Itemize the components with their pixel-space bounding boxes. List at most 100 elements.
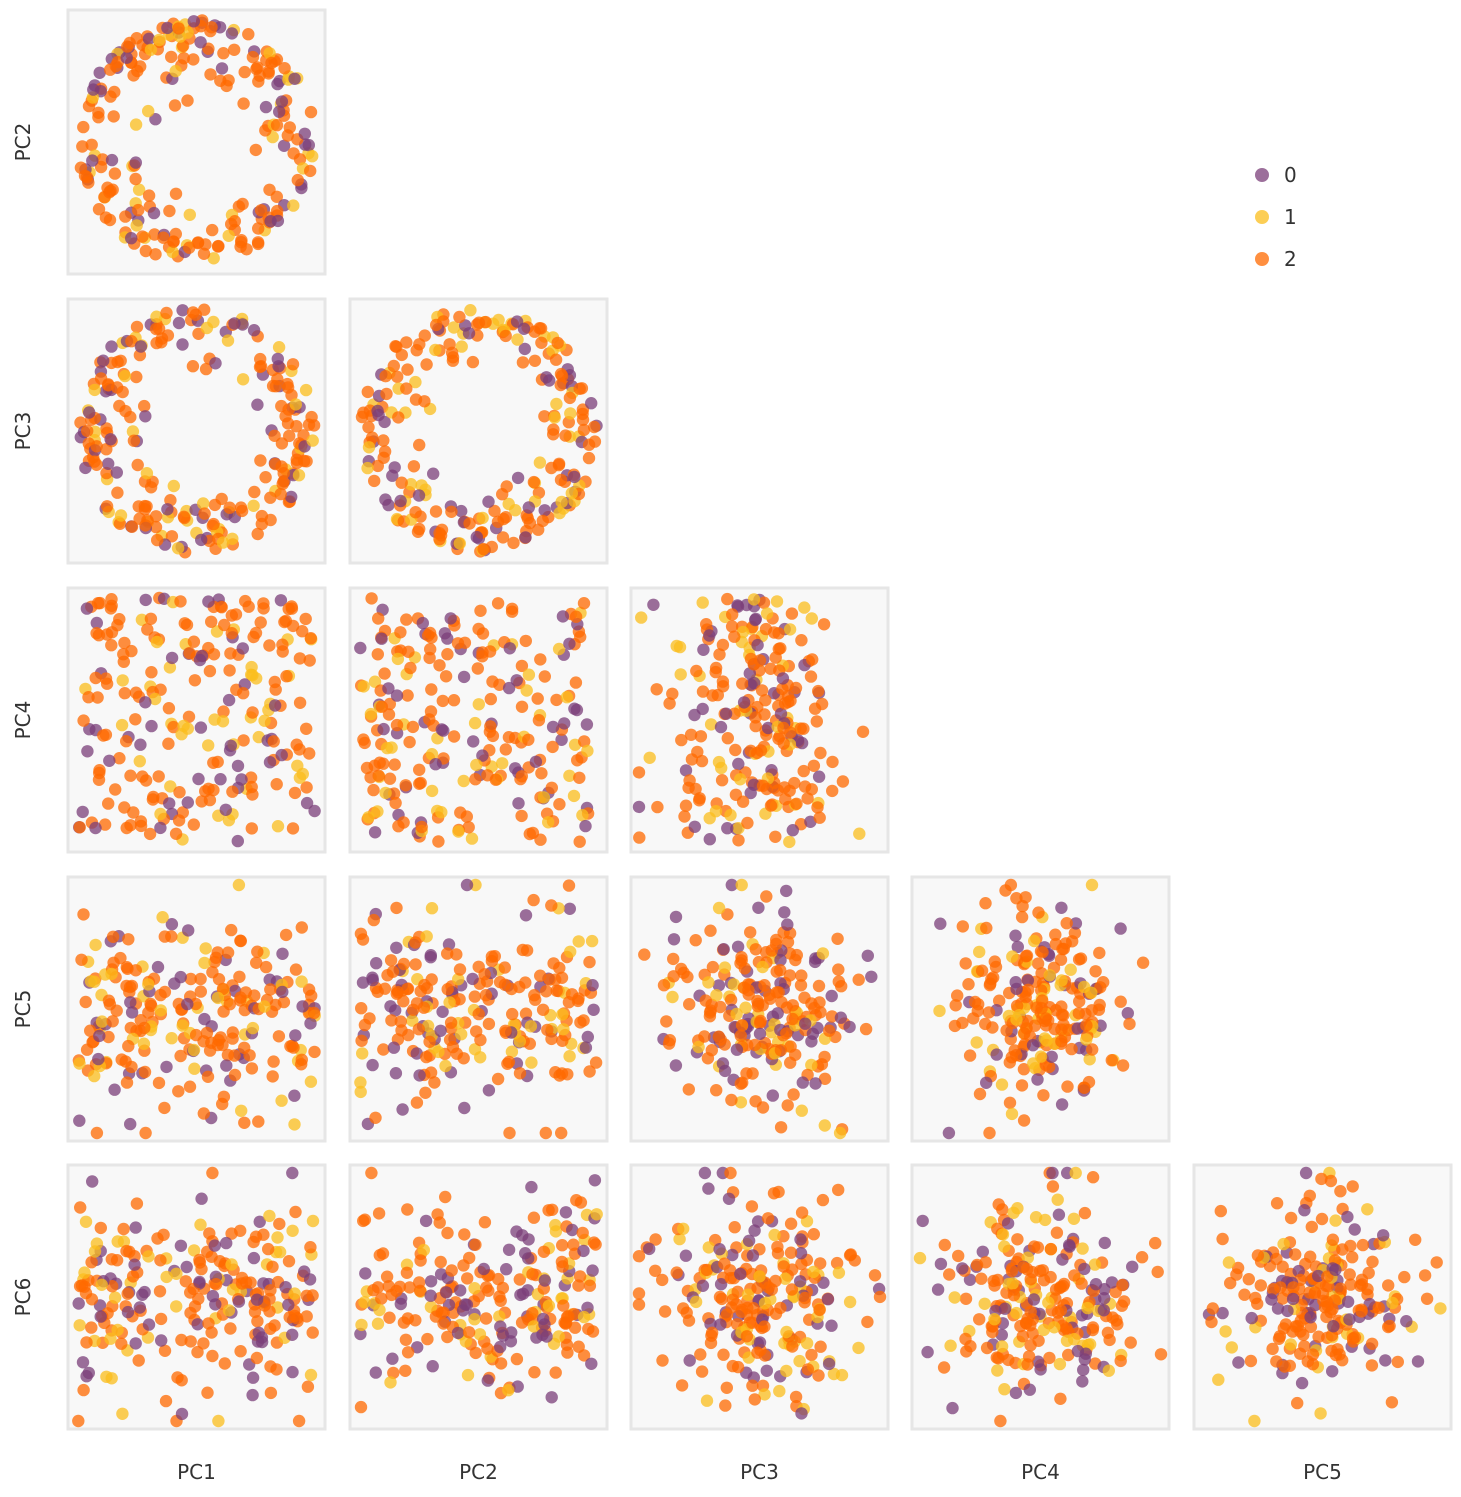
scatter-point-class-2 — [151, 534, 163, 546]
scatter-point-class-1 — [469, 717, 481, 729]
legend-marker — [1255, 252, 1269, 266]
scatter-point-class-2 — [806, 783, 818, 795]
scatter-point-class-2 — [402, 1346, 414, 1358]
scatter-point-class-2 — [1061, 917, 1073, 929]
scatter-point-class-2 — [149, 248, 161, 260]
scatter-point-class-1 — [771, 595, 783, 607]
scatter-point-class-2 — [263, 184, 275, 196]
scatter-point-class-0 — [134, 1301, 146, 1313]
scatter-point-class-0 — [126, 1006, 138, 1018]
scatter-point-class-2 — [155, 1313, 167, 1325]
scatter-point-class-2 — [1347, 1332, 1359, 1344]
scatter-point-class-1 — [973, 946, 985, 958]
scatter-point-class-0 — [237, 642, 249, 654]
scatter-point-class-2 — [265, 57, 277, 69]
scatter-point-class-2 — [246, 1062, 258, 1074]
scatter-point-class-1 — [1386, 1297, 1398, 1309]
scatter-point-class-0 — [452, 1327, 464, 1339]
scatter-point-class-1 — [1248, 1415, 1260, 1427]
scatter-point-class-2 — [1421, 1293, 1433, 1305]
scatter-point-class-0 — [417, 617, 429, 629]
scatter-point-class-0 — [272, 353, 284, 365]
scatter-point-class-2 — [72, 1415, 84, 1427]
scatter-point-class-0 — [81, 602, 93, 614]
scatter-point-class-2 — [528, 476, 540, 488]
scatter-point-class-2 — [1016, 911, 1028, 923]
scatter-point-class-0 — [251, 1294, 263, 1306]
scatter-point-class-2 — [290, 420, 302, 432]
scatter-point-class-2 — [418, 1002, 430, 1014]
scatter-point-class-2 — [212, 756, 224, 768]
legend-label: 2 — [1284, 247, 1297, 271]
scatter-point-class-0 — [232, 835, 244, 847]
scatter-point-class-2 — [239, 66, 251, 78]
scatter-point-class-2 — [808, 1002, 820, 1014]
scatter-point-class-2 — [304, 654, 316, 666]
scatter-point-class-2 — [1051, 1227, 1063, 1239]
scatter-point-class-2 — [943, 1268, 955, 1280]
scatter-point-class-2 — [94, 597, 106, 609]
scatter-point-class-2 — [702, 1052, 714, 1064]
scatter-point-class-1 — [801, 1337, 813, 1349]
scatter-point-class-2 — [777, 722, 789, 734]
scatter-point-class-0 — [494, 1341, 506, 1353]
scatter-point-class-1 — [356, 1047, 368, 1059]
scatter-point-class-0 — [781, 918, 793, 930]
scatter-point-class-2 — [463, 1252, 475, 1264]
scatter-point-class-2 — [172, 1085, 184, 1097]
scatter-point-class-2 — [183, 647, 195, 659]
scatter-point-class-1 — [1044, 969, 1056, 981]
scatter-point-class-2 — [305, 990, 317, 1002]
scatter-point-class-0 — [420, 1215, 432, 1227]
scatter-point-class-2 — [184, 1081, 196, 1093]
scatter-point-class-0 — [304, 1273, 316, 1285]
scatter-point-class-2 — [726, 608, 738, 620]
scatter-point-class-2 — [1419, 1269, 1431, 1281]
scatter-point-class-2 — [290, 963, 302, 975]
scatter-point-class-1 — [361, 462, 373, 474]
scatter-point-class-2 — [714, 1291, 726, 1303]
scatter-point-class-2 — [250, 627, 262, 639]
scatter-point-class-2 — [832, 1184, 844, 1196]
scatter-point-class-2 — [765, 799, 777, 811]
scatter-point-class-0 — [276, 948, 288, 960]
scatter-point-class-2 — [1215, 1205, 1227, 1217]
scatter-point-class-0 — [264, 215, 276, 227]
scatter-point-class-0 — [289, 1029, 301, 1041]
scatter-point-class-2 — [676, 1379, 688, 1391]
scatter-point-class-1 — [385, 741, 397, 753]
scatter-point-class-1 — [184, 209, 196, 221]
scatter-point-class-2 — [198, 1107, 210, 1119]
scatter-point-class-2 — [237, 97, 249, 109]
scatter-point-class-2 — [293, 1415, 305, 1427]
scatter-point-class-2 — [108, 86, 120, 98]
scatter-point-class-2 — [1363, 1267, 1375, 1279]
scatter-point-class-1 — [307, 434, 319, 446]
scatter-point-class-2 — [404, 662, 416, 674]
scatter-point-class-2 — [742, 984, 754, 996]
scatter-point-class-2 — [103, 995, 115, 1007]
scatter-point-class-0 — [264, 756, 276, 768]
scatter-point-class-2 — [506, 603, 518, 615]
scatter-point-class-1 — [100, 1371, 112, 1383]
scatter-point-class-0 — [772, 1007, 784, 1019]
scatter-point-class-2 — [252, 75, 264, 87]
scatter-point-class-0 — [558, 717, 570, 729]
scatter-point-class-2 — [270, 380, 282, 392]
scatter-point-class-0 — [1349, 1223, 1361, 1235]
scatter-point-class-2 — [789, 954, 801, 966]
scatter-point-class-2 — [413, 439, 425, 451]
scatter-point-class-0 — [209, 1239, 221, 1251]
scatter-point-class-1 — [550, 398, 562, 410]
scatter-point-class-0 — [303, 139, 315, 151]
scatter-point-class-2 — [82, 691, 94, 703]
scatter-point-class-2 — [1249, 1292, 1261, 1304]
scatter-point-class-2 — [85, 1256, 97, 1268]
scatter-point-class-0 — [754, 1028, 766, 1040]
scatter-point-class-2 — [584, 1280, 596, 1292]
scatter-point-class-2 — [472, 623, 484, 635]
scatter-point-class-1 — [354, 1076, 366, 1088]
scatter-point-class-1 — [998, 1383, 1010, 1395]
scatter-point-class-2 — [696, 1365, 708, 1377]
scatter-point-class-0 — [108, 1084, 120, 1096]
